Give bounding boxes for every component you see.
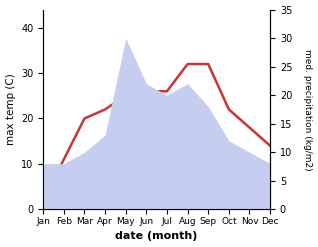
X-axis label: date (month): date (month) [115,231,198,242]
Y-axis label: max temp (C): max temp (C) [5,74,16,145]
Y-axis label: med. precipitation (kg/m2): med. precipitation (kg/m2) [303,49,313,170]
